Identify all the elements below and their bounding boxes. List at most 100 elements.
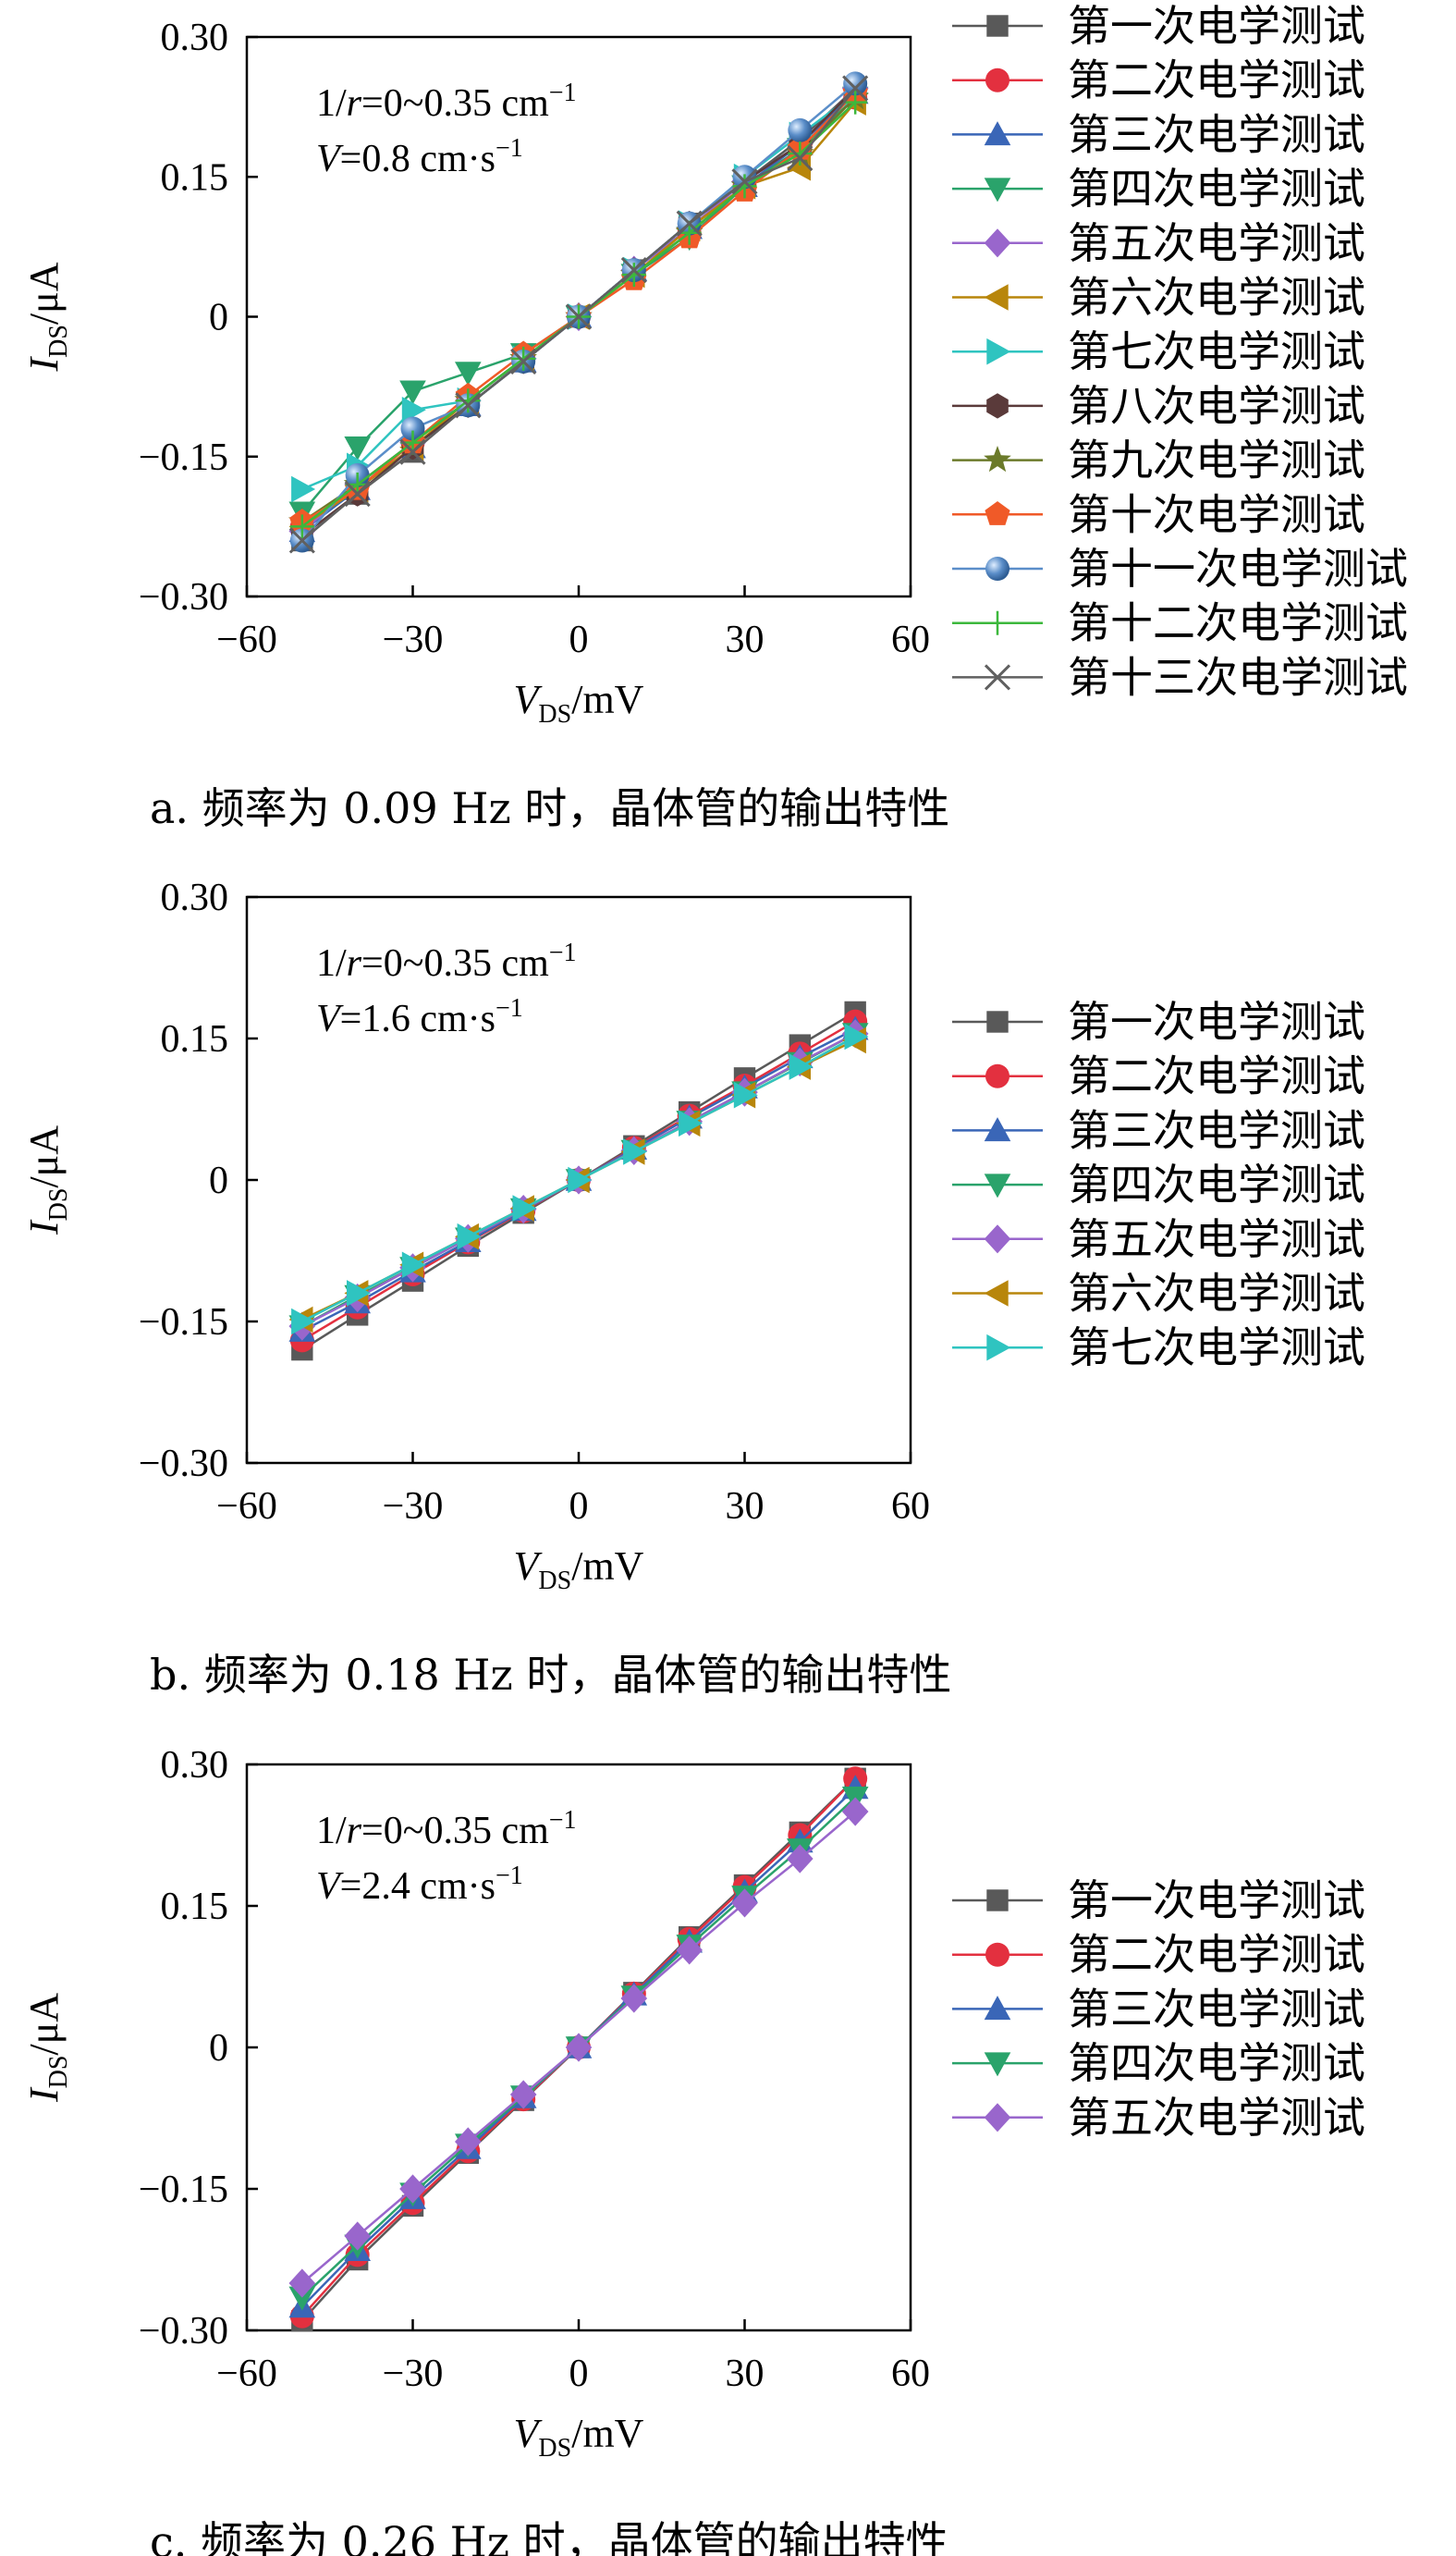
data-point: [291, 475, 316, 503]
data-point: [289, 514, 314, 539]
y-tick-label: 0.30: [161, 1744, 229, 1787]
legend-item: 第五次电学测试: [952, 218, 1365, 268]
y-tick-label: −0.15: [139, 436, 228, 479]
legend-marker: [984, 228, 1011, 258]
legend-label: 第七次电学测试: [1068, 326, 1365, 376]
x-axis-label: VDS/mV: [514, 2411, 644, 2463]
x-tick-label: 30: [726, 619, 765, 661]
legend-item: 第二次电学测试: [952, 55, 1365, 105]
y-tick-label: −0.30: [139, 576, 228, 619]
data-point: [731, 1888, 758, 1918]
x-tick-label: 60: [891, 619, 930, 661]
legend-marker: [985, 1063, 1009, 1088]
legend-label: 第十二次电学测试: [1068, 598, 1408, 648]
y-tick-label: 0.15: [161, 1886, 229, 1928]
legend-marker: [985, 557, 1009, 581]
x-tick-label: −60: [216, 619, 277, 661]
legend-marker: [984, 1174, 1011, 1198]
legend: 第一次电学测试第二次电学测试第三次电学测试第四次电学测试第五次电学测试第六次电学…: [952, 997, 1365, 1372]
data-point: [620, 1984, 648, 2013]
legend-item: 第四次电学测试: [952, 1160, 1365, 1210]
legend-item: 第九次电学测试: [952, 436, 1365, 485]
legend-label: 第九次电学测试: [1068, 436, 1365, 485]
data-point: [288, 2286, 316, 2311]
data-point: [733, 1081, 758, 1109]
legend-label: 第三次电学测试: [1068, 1984, 1365, 2034]
data-point: [291, 1308, 316, 1335]
legend-item: 第七次电学测试: [952, 326, 1365, 376]
y-tick-label: 0: [209, 2027, 228, 2070]
legend-marker: [984, 121, 1011, 146]
annotation-velocity: V=0.8 cm·s−1: [316, 134, 523, 180]
x-tick-label: −30: [383, 1485, 444, 1528]
y-tick-label: 0: [209, 1160, 228, 1202]
legend-item: 第十二次电学测试: [952, 598, 1408, 648]
data-point: [565, 2033, 593, 2062]
y-axis-label: IDS/μA: [21, 262, 73, 372]
y-tick-label: 0.15: [161, 156, 229, 199]
data-point: [789, 1053, 814, 1080]
x-tick-label: 0: [569, 1485, 589, 1528]
legend-item: 第五次电学测试: [952, 2093, 1365, 2143]
legend-label: 第二次电学测试: [1068, 1930, 1365, 1980]
series-5: [288, 1797, 869, 2298]
legend-item: 第十次电学测试: [952, 489, 1365, 539]
annotation-velocity: V=1.6 cm·s−1: [316, 994, 523, 1040]
x-tick-label: 60: [891, 2353, 930, 2395]
x-tick-label: 60: [891, 1485, 930, 1528]
legend-marker: [985, 68, 1009, 92]
legend-marker: [984, 1996, 1011, 2021]
x-tick-label: −60: [216, 2353, 277, 2395]
legend-marker: [984, 1117, 1011, 1142]
legend-item: 第五次电学测试: [952, 1214, 1365, 1264]
legend-label: 第十一次电学测试: [1068, 544, 1408, 594]
data-point: [401, 397, 426, 424]
legend-marker: [984, 1224, 1011, 1254]
legend-marker: [984, 2052, 1011, 2077]
legend-label: 第五次电学测试: [1068, 218, 1365, 268]
data-point: [457, 1223, 482, 1250]
data-point: [399, 438, 426, 465]
legend-label: 第二次电学测试: [1068, 55, 1365, 105]
x-tick-label: 30: [726, 1485, 765, 1528]
legend-label: 第四次电学测试: [1068, 2038, 1365, 2088]
legend-item: 第二次电学测试: [952, 1930, 1365, 1980]
data-point: [455, 392, 482, 419]
legend-label: 第四次电学测试: [1068, 1160, 1365, 1210]
y-axis-label: IDS/μA: [21, 1993, 73, 2103]
legend-marker: [984, 178, 1011, 203]
annotation-radius-range: 1/r=0~0.35 cm−1: [316, 79, 577, 125]
y-tick-label: −0.30: [139, 2310, 228, 2353]
legend-marker: [985, 610, 1009, 635]
data-point: [565, 303, 593, 330]
y-tick-label: −0.15: [139, 2169, 228, 2211]
data-point: [344, 481, 371, 508]
legend-marker: [984, 446, 1011, 473]
x-axis-label: VDS/mV: [514, 1543, 644, 1595]
chart-panel-1: 0.30 0.15 0 −0.15 −0.30−60 −30 0 30 60 VDS/mV IDS/…: [21, 1, 1408, 833]
legend-label: 第一次电学测试: [1068, 1875, 1365, 1925]
data-point: [679, 1110, 703, 1137]
legend-item: 第八次电学测试: [952, 381, 1365, 431]
legend-item: 第二次电学测试: [952, 1051, 1365, 1101]
legend-label: 第十三次电学测试: [1068, 652, 1408, 702]
x-axis-label: VDS/mV: [514, 677, 644, 729]
x-tick-label: 0: [569, 2353, 589, 2395]
data-point: [841, 1797, 869, 1826]
data-point: [400, 416, 425, 441]
legend-item: 第四次电学测试: [952, 2038, 1365, 2088]
data-point: [510, 348, 537, 375]
legend-marker: [986, 393, 1009, 419]
data-point: [512, 1195, 537, 1222]
legend-marker: [985, 501, 1010, 525]
data-point: [787, 145, 814, 172]
legend-marker: [986, 338, 1011, 365]
data-point: [842, 75, 869, 102]
y-tick-label: −0.30: [139, 1443, 228, 1485]
x-tick-label: 30: [726, 2353, 765, 2395]
data-point: [399, 2174, 426, 2204]
data-point: [288, 527, 315, 554]
x-tick-label: −30: [383, 2353, 444, 2395]
data-point: [456, 388, 481, 413]
